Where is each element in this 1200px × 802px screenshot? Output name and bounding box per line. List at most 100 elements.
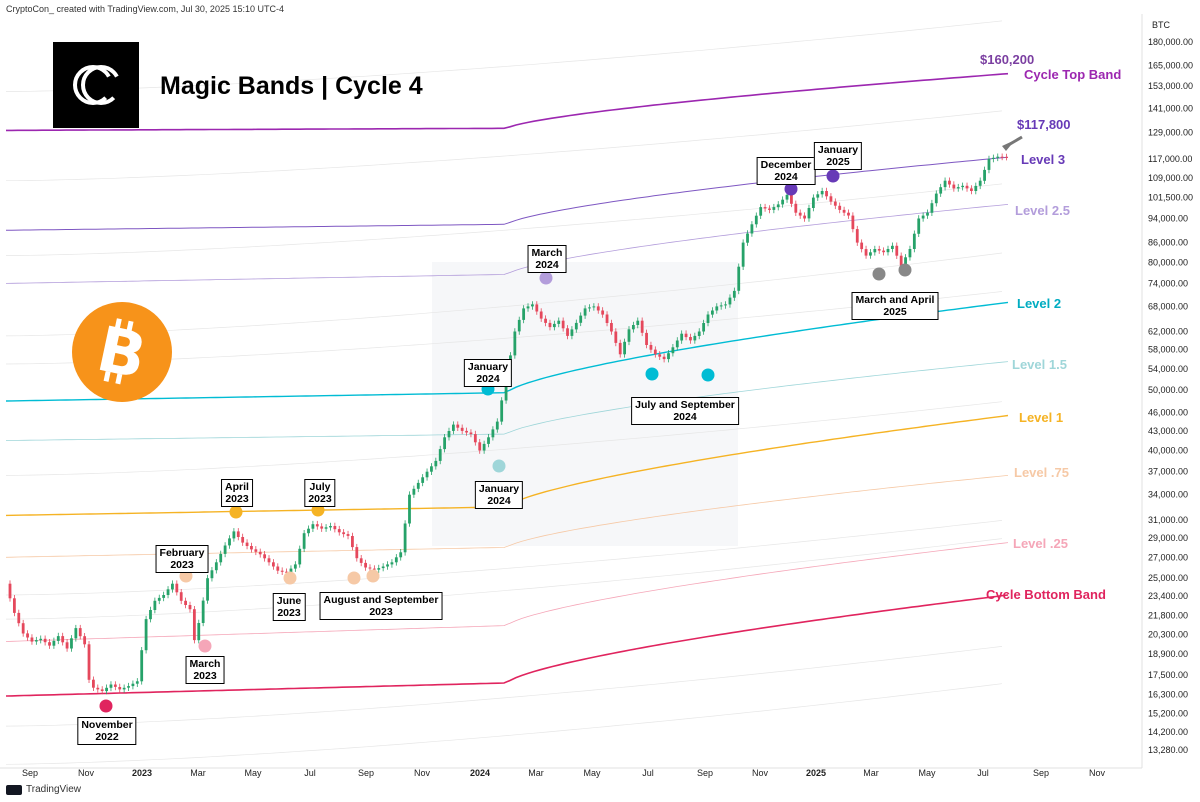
candle-body	[820, 191, 824, 195]
annotation-label: July and September 2024	[631, 397, 739, 425]
candle-body	[882, 250, 886, 253]
candle-body	[719, 305, 723, 307]
candle-body	[197, 623, 201, 641]
candle-body	[473, 434, 477, 443]
cycle-top-price-label: $160,200	[980, 52, 1035, 67]
candle-body	[403, 523, 407, 553]
candle-body	[544, 318, 547, 323]
candle-body	[864, 249, 868, 256]
candle-body	[245, 542, 249, 546]
candle-body	[293, 564, 297, 569]
faint-band-line	[5, 252, 1003, 337]
y-tick-label: 80,000.00	[1148, 257, 1188, 267]
candle-body	[118, 687, 122, 690]
candle-body	[105, 687, 108, 692]
candle-body	[768, 208, 771, 210]
candle-body	[408, 494, 411, 524]
candle-body	[790, 194, 793, 204]
y-tick-label: 68,000.00	[1148, 301, 1188, 311]
faint-band-line	[6, 110, 1003, 182]
candle-body	[675, 340, 679, 348]
candle-body	[746, 233, 749, 243]
band-label-level-3: Level 3	[1021, 152, 1066, 167]
faint-band-line	[5, 291, 1003, 365]
candle-body	[469, 432, 473, 435]
candle-body	[92, 679, 95, 688]
candle-body	[548, 322, 552, 328]
candle-body	[948, 180, 951, 185]
candle-body	[987, 159, 991, 170]
y-tick-label: 86,000.00	[1148, 238, 1188, 248]
annotation-marker	[645, 367, 659, 381]
candle-body	[39, 638, 43, 641]
candle-body	[539, 311, 543, 319]
candle-body	[223, 545, 227, 554]
level3-price-label: $117,800	[1017, 117, 1071, 132]
candle-body	[157, 597, 161, 601]
candle-body	[956, 187, 960, 189]
band-label-level-2-5: Level 2.5	[1015, 203, 1070, 218]
annotation-marker	[898, 263, 912, 277]
candle-body	[640, 320, 644, 333]
candle-body	[302, 533, 306, 549]
candle-body	[175, 583, 179, 593]
candle-body	[899, 255, 903, 266]
candle-body	[21, 623, 25, 634]
x-tick-label: Jul	[304, 768, 316, 778]
candle-body	[342, 532, 346, 535]
candle-body	[311, 524, 315, 529]
y-tick-label: 109,000.00	[1148, 173, 1193, 183]
bitcoin-icon: B	[72, 302, 172, 402]
candle-body	[70, 638, 73, 649]
candle-body	[228, 538, 231, 546]
candle-body	[416, 482, 420, 489]
annotation-marker	[492, 459, 506, 473]
candle-body	[974, 185, 978, 191]
candle-body	[996, 156, 1000, 158]
annotation-marker	[99, 699, 113, 713]
candle-body	[583, 308, 587, 316]
candle-body	[421, 477, 425, 483]
candle-body	[131, 683, 135, 687]
band-line	[5, 542, 1009, 642]
candle-body	[276, 566, 280, 571]
candle-body	[566, 328, 569, 336]
candle-body	[658, 354, 662, 357]
candle-body	[803, 215, 806, 219]
candle-body	[377, 568, 381, 570]
candle-body	[943, 180, 947, 188]
annotation-marker	[229, 505, 243, 519]
candle-body	[833, 201, 837, 206]
candle-body	[232, 531, 236, 539]
candle-body	[315, 524, 319, 527]
candle-body	[930, 203, 934, 213]
x-tick-label: Jul	[642, 768, 654, 778]
y-tick-label: 101,500.00	[1148, 193, 1193, 203]
candle-body	[838, 205, 842, 210]
x-tick-label: Jul	[977, 768, 989, 778]
y-tick-label: 29,000.00	[1148, 533, 1188, 543]
x-tick-label: Sep	[697, 768, 713, 778]
y-tick-label: 40,000.00	[1148, 446, 1188, 456]
annotation-label: March 2024	[527, 245, 567, 273]
candle-body	[487, 437, 490, 444]
annotation-marker	[826, 169, 840, 183]
candle-body	[776, 204, 780, 208]
candle-body	[614, 331, 618, 343]
candle-body	[201, 600, 205, 623]
annotation-marker	[198, 639, 212, 653]
candle-body	[763, 207, 767, 209]
faint-band-line	[5, 538, 1003, 620]
y-tick-label: 50,000.00	[1148, 385, 1188, 395]
candle-body	[206, 578, 209, 601]
candle-body	[759, 207, 763, 216]
candle-body	[359, 558, 363, 563]
chart-attribution: CryptoCon_ created with TradingView.com,…	[6, 4, 284, 14]
candle-body	[671, 347, 675, 354]
faint-band-line	[5, 646, 1003, 727]
x-tick-label: Sep	[358, 768, 374, 778]
x-tick-label: Sep	[1033, 768, 1049, 778]
candle-body	[504, 379, 508, 401]
candle-body	[877, 249, 881, 251]
candle-body	[412, 488, 416, 495]
